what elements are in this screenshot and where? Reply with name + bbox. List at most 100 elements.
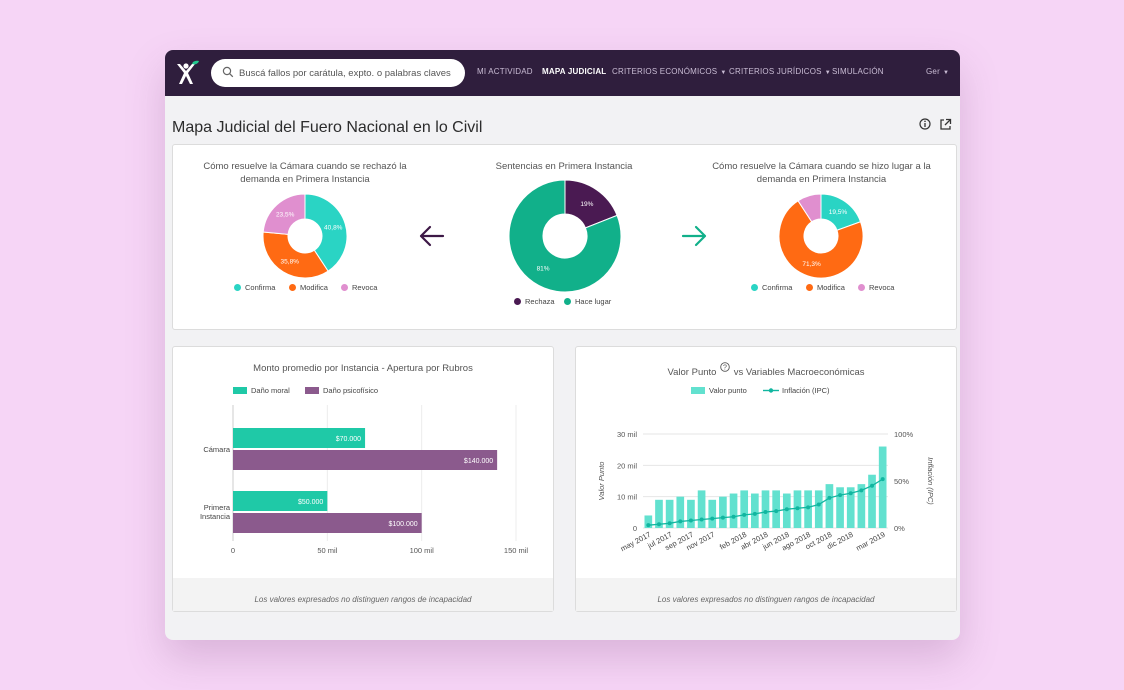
bar[interactable] <box>665 499 674 528</box>
line-point[interactable] <box>870 483 875 488</box>
line-point[interactable] <box>656 522 661 527</box>
bar[interactable] <box>740 490 749 528</box>
bar[interactable] <box>233 513 422 533</box>
line-point[interactable] <box>646 523 651 528</box>
bar[interactable] <box>233 450 498 470</box>
donut-slices <box>509 180 621 292</box>
bars-card-note: Los valores expresados no distinguen ran… <box>173 578 553 611</box>
legend-label: Rechaza <box>525 297 555 306</box>
legend-confirma[interactable]: Confirma <box>234 283 275 292</box>
line-point[interactable] <box>816 502 821 507</box>
y-category-label: Cámara <box>203 445 231 454</box>
search-input[interactable] <box>239 59 459 87</box>
bar[interactable] <box>868 474 876 528</box>
info-icon[interactable] <box>919 118 931 130</box>
line-point[interactable] <box>848 491 853 496</box>
legend-inflacion[interactable]: Inflación (IPC) <box>763 386 830 395</box>
legend-label: Daño psicofísico <box>323 386 379 395</box>
legend-swatch <box>289 284 296 291</box>
line-point[interactable] <box>774 509 779 514</box>
legend-swatch <box>233 387 247 394</box>
legend-valor-punto[interactable]: Valor punto <box>691 386 747 395</box>
legend-rechaza[interactable]: Rechaza <box>514 297 555 306</box>
left-donut-title: Cómo resuelve la Cámara cuando se rechaz… <box>203 161 407 185</box>
nav-simulacion[interactable]: SIMULACIÓN <box>832 67 884 76</box>
bar[interactable] <box>825 484 834 528</box>
legend-dano-psicofisico[interactable]: Daño psicofísico <box>305 386 378 395</box>
line-point[interactable] <box>827 495 832 500</box>
line-point[interactable] <box>763 510 768 515</box>
legend-swatch <box>858 284 865 291</box>
bar[interactable] <box>857 484 866 528</box>
line-point[interactable] <box>795 506 800 511</box>
legend-modifica[interactable]: Modifica <box>289 283 328 292</box>
donut-slice-label: 71,3% <box>802 261 821 268</box>
legend-hace-lugar[interactable]: Hace lugar <box>564 297 611 306</box>
line-point[interactable] <box>667 521 672 526</box>
donut-slice-label: 35,8% <box>281 258 300 265</box>
external-link-icon[interactable] <box>939 118 952 131</box>
bar[interactable] <box>719 496 727 528</box>
donut-slice-modifica[interactable] <box>779 200 863 278</box>
bar[interactable] <box>761 490 770 528</box>
line-point[interactable] <box>720 515 725 520</box>
line-point[interactable] <box>731 514 736 519</box>
donut-slice-modifica[interactable] <box>263 231 329 278</box>
bar[interactable] <box>846 487 855 528</box>
user-menu[interactable]: Ger ▼ <box>926 67 949 76</box>
line-point[interactable] <box>784 507 789 512</box>
legend-revoca[interactable]: Revoca <box>858 283 894 292</box>
bar[interactable] <box>697 490 706 528</box>
nav-criterios-juridicos[interactable]: CRITERIOS JURÍDICOS ▼ <box>729 67 831 76</box>
title-suffix: vs Variables Macroeconómicas <box>733 367 865 378</box>
nav-mi-actividad[interactable]: MI ACTIVIDAD <box>477 67 533 76</box>
bar[interactable] <box>878 446 887 528</box>
line-point[interactable] <box>678 519 683 524</box>
line-point[interactable] <box>688 518 693 523</box>
legend-confirma[interactable]: Confirma <box>751 283 792 292</box>
line-point[interactable] <box>859 488 864 493</box>
bar[interactable] <box>233 428 366 448</box>
bar[interactable] <box>233 491 328 511</box>
svg-text:?: ? <box>723 365 727 372</box>
y2-tick-label: 100% <box>894 430 914 439</box>
bar[interactable] <box>751 493 759 528</box>
donut-slice-revoca[interactable] <box>797 194 822 223</box>
legend-label: Revoca <box>352 283 378 292</box>
donut-slices <box>779 194 863 278</box>
donut-chart-rechazo: 40,8% 35,8% 23,5% <box>263 194 347 278</box>
bar[interactable] <box>708 499 717 528</box>
line-point[interactable] <box>742 512 747 517</box>
summary-card: Cómo resuelve la Cámara cuando se rechaz… <box>172 144 957 330</box>
legend-modifica[interactable]: Modifica <box>806 283 845 292</box>
donut-chart-primera-instancia: 19% 81% <box>509 180 621 292</box>
app-logo[interactable] <box>171 58 201 88</box>
bar-chart-montos: 0 50 mil 100 mil 150 mil Cámara $70.000 $140.0… <box>200 405 528 555</box>
help-icon[interactable]: ? <box>720 362 730 372</box>
line-point[interactable] <box>838 493 843 498</box>
donut-slice-revoca[interactable] <box>263 194 306 235</box>
bar[interactable] <box>814 490 823 528</box>
line-point[interactable] <box>880 477 885 482</box>
line-point[interactable] <box>699 517 704 522</box>
bar[interactable] <box>687 499 695 528</box>
nav-mapa-judicial[interactable]: MAPA JUDICIAL <box>542 67 606 76</box>
donut-labels: 40,8% 35,8% 23,5% <box>276 211 343 265</box>
bar[interactable] <box>676 496 685 528</box>
line-point[interactable] <box>752 511 757 516</box>
line-point[interactable] <box>710 516 715 521</box>
line-point[interactable] <box>806 505 811 510</box>
nav-criterios-economicos[interactable]: CRITERIOS ECONÓMICOS ▼ <box>612 67 726 76</box>
bar[interactable] <box>644 515 653 528</box>
legend-swatch <box>806 284 813 291</box>
bar[interactable] <box>729 493 738 528</box>
y-tick-label: 0 <box>633 524 637 533</box>
bar[interactable] <box>655 499 663 528</box>
legend-swatch <box>751 284 758 291</box>
bar[interactable] <box>836 487 844 528</box>
nav-label: MI ACTIVIDAD <box>477 67 533 76</box>
donut-slice-hace-lugar[interactable] <box>509 180 621 292</box>
legend-revoca[interactable]: Revoca <box>341 283 377 292</box>
search-box[interactable] <box>211 59 465 87</box>
legend-dano-moral[interactable]: Daño moral <box>233 386 290 395</box>
